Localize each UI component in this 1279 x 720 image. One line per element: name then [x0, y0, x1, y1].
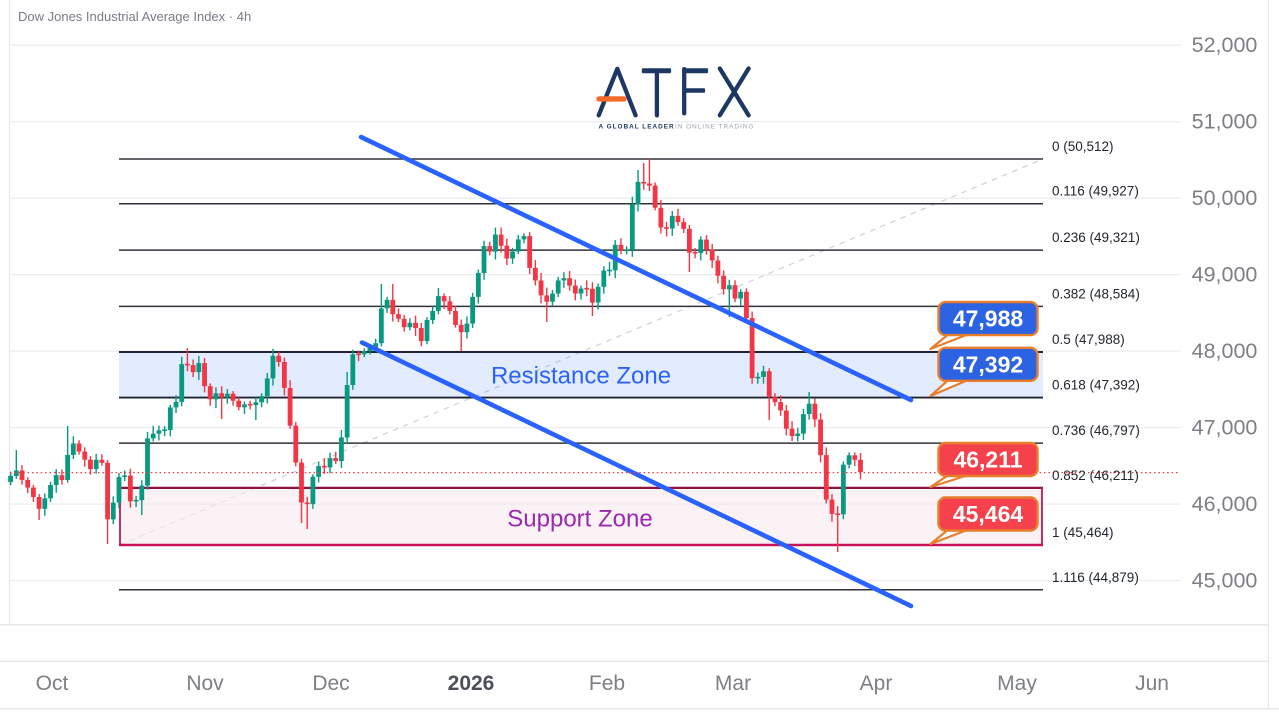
svg-text:Nov: Nov [186, 672, 224, 695]
svg-text:0.382 (48,584): 0.382 (48,584) [1052, 286, 1140, 301]
svg-text:Feb: Feb [589, 672, 625, 695]
svg-text:IN ONLINE TRADING: IN ONLINE TRADING [675, 124, 754, 131]
svg-text:51,000: 51,000 [1192, 110, 1258, 134]
svg-text:0.852 (46,211): 0.852 (46,211) [1052, 468, 1139, 483]
svg-text:52,000: 52,000 [1192, 33, 1258, 57]
svg-text:Support Zone: Support Zone [507, 506, 652, 533]
svg-text:Dec: Dec [312, 672, 349, 695]
svg-text:50,000: 50,000 [1192, 186, 1258, 210]
svg-text:47,000: 47,000 [1192, 416, 1258, 440]
svg-text:45,464: 45,464 [953, 501, 1024, 527]
svg-text:46,000: 46,000 [1192, 492, 1258, 516]
svg-text:0.618 (47,392): 0.618 (47,392) [1052, 378, 1140, 393]
svg-text:0.5 (47,988): 0.5 (47,988) [1052, 332, 1125, 347]
svg-text:1.116 (44,879): 1.116 (44,879) [1052, 570, 1139, 585]
svg-text:A GLOBAL LEADER: A GLOBAL LEADER [599, 124, 675, 131]
svg-text:May: May [997, 672, 1037, 695]
svg-text:Mar: Mar [715, 672, 751, 695]
svg-text:Apr: Apr [860, 672, 893, 695]
svg-text:49,000: 49,000 [1192, 263, 1258, 287]
svg-text:47,392: 47,392 [953, 351, 1023, 377]
svg-text:Resistance Zone: Resistance Zone [491, 363, 671, 390]
svg-text:Jun: Jun [1135, 672, 1169, 695]
svg-text:45,000: 45,000 [1192, 569, 1258, 593]
svg-text:Dow Jones Industrial Average I: Dow Jones Industrial Average Index · 4h [18, 9, 251, 24]
svg-text:0.116 (49,927): 0.116 (49,927) [1052, 184, 1139, 199]
svg-text:47,988: 47,988 [953, 306, 1024, 332]
svg-text:0.236 (49,321): 0.236 (49,321) [1052, 230, 1140, 245]
svg-text:0 (50,512): 0 (50,512) [1052, 139, 1114, 154]
svg-text:2026: 2026 [448, 672, 495, 695]
svg-text:Oct: Oct [36, 672, 69, 695]
svg-text:46,211: 46,211 [953, 447, 1022, 473]
svg-text:0.736 (46,797): 0.736 (46,797) [1052, 423, 1140, 438]
svg-text:48,000: 48,000 [1192, 339, 1258, 363]
svg-text:1 (45,464): 1 (45,464) [1052, 525, 1114, 540]
